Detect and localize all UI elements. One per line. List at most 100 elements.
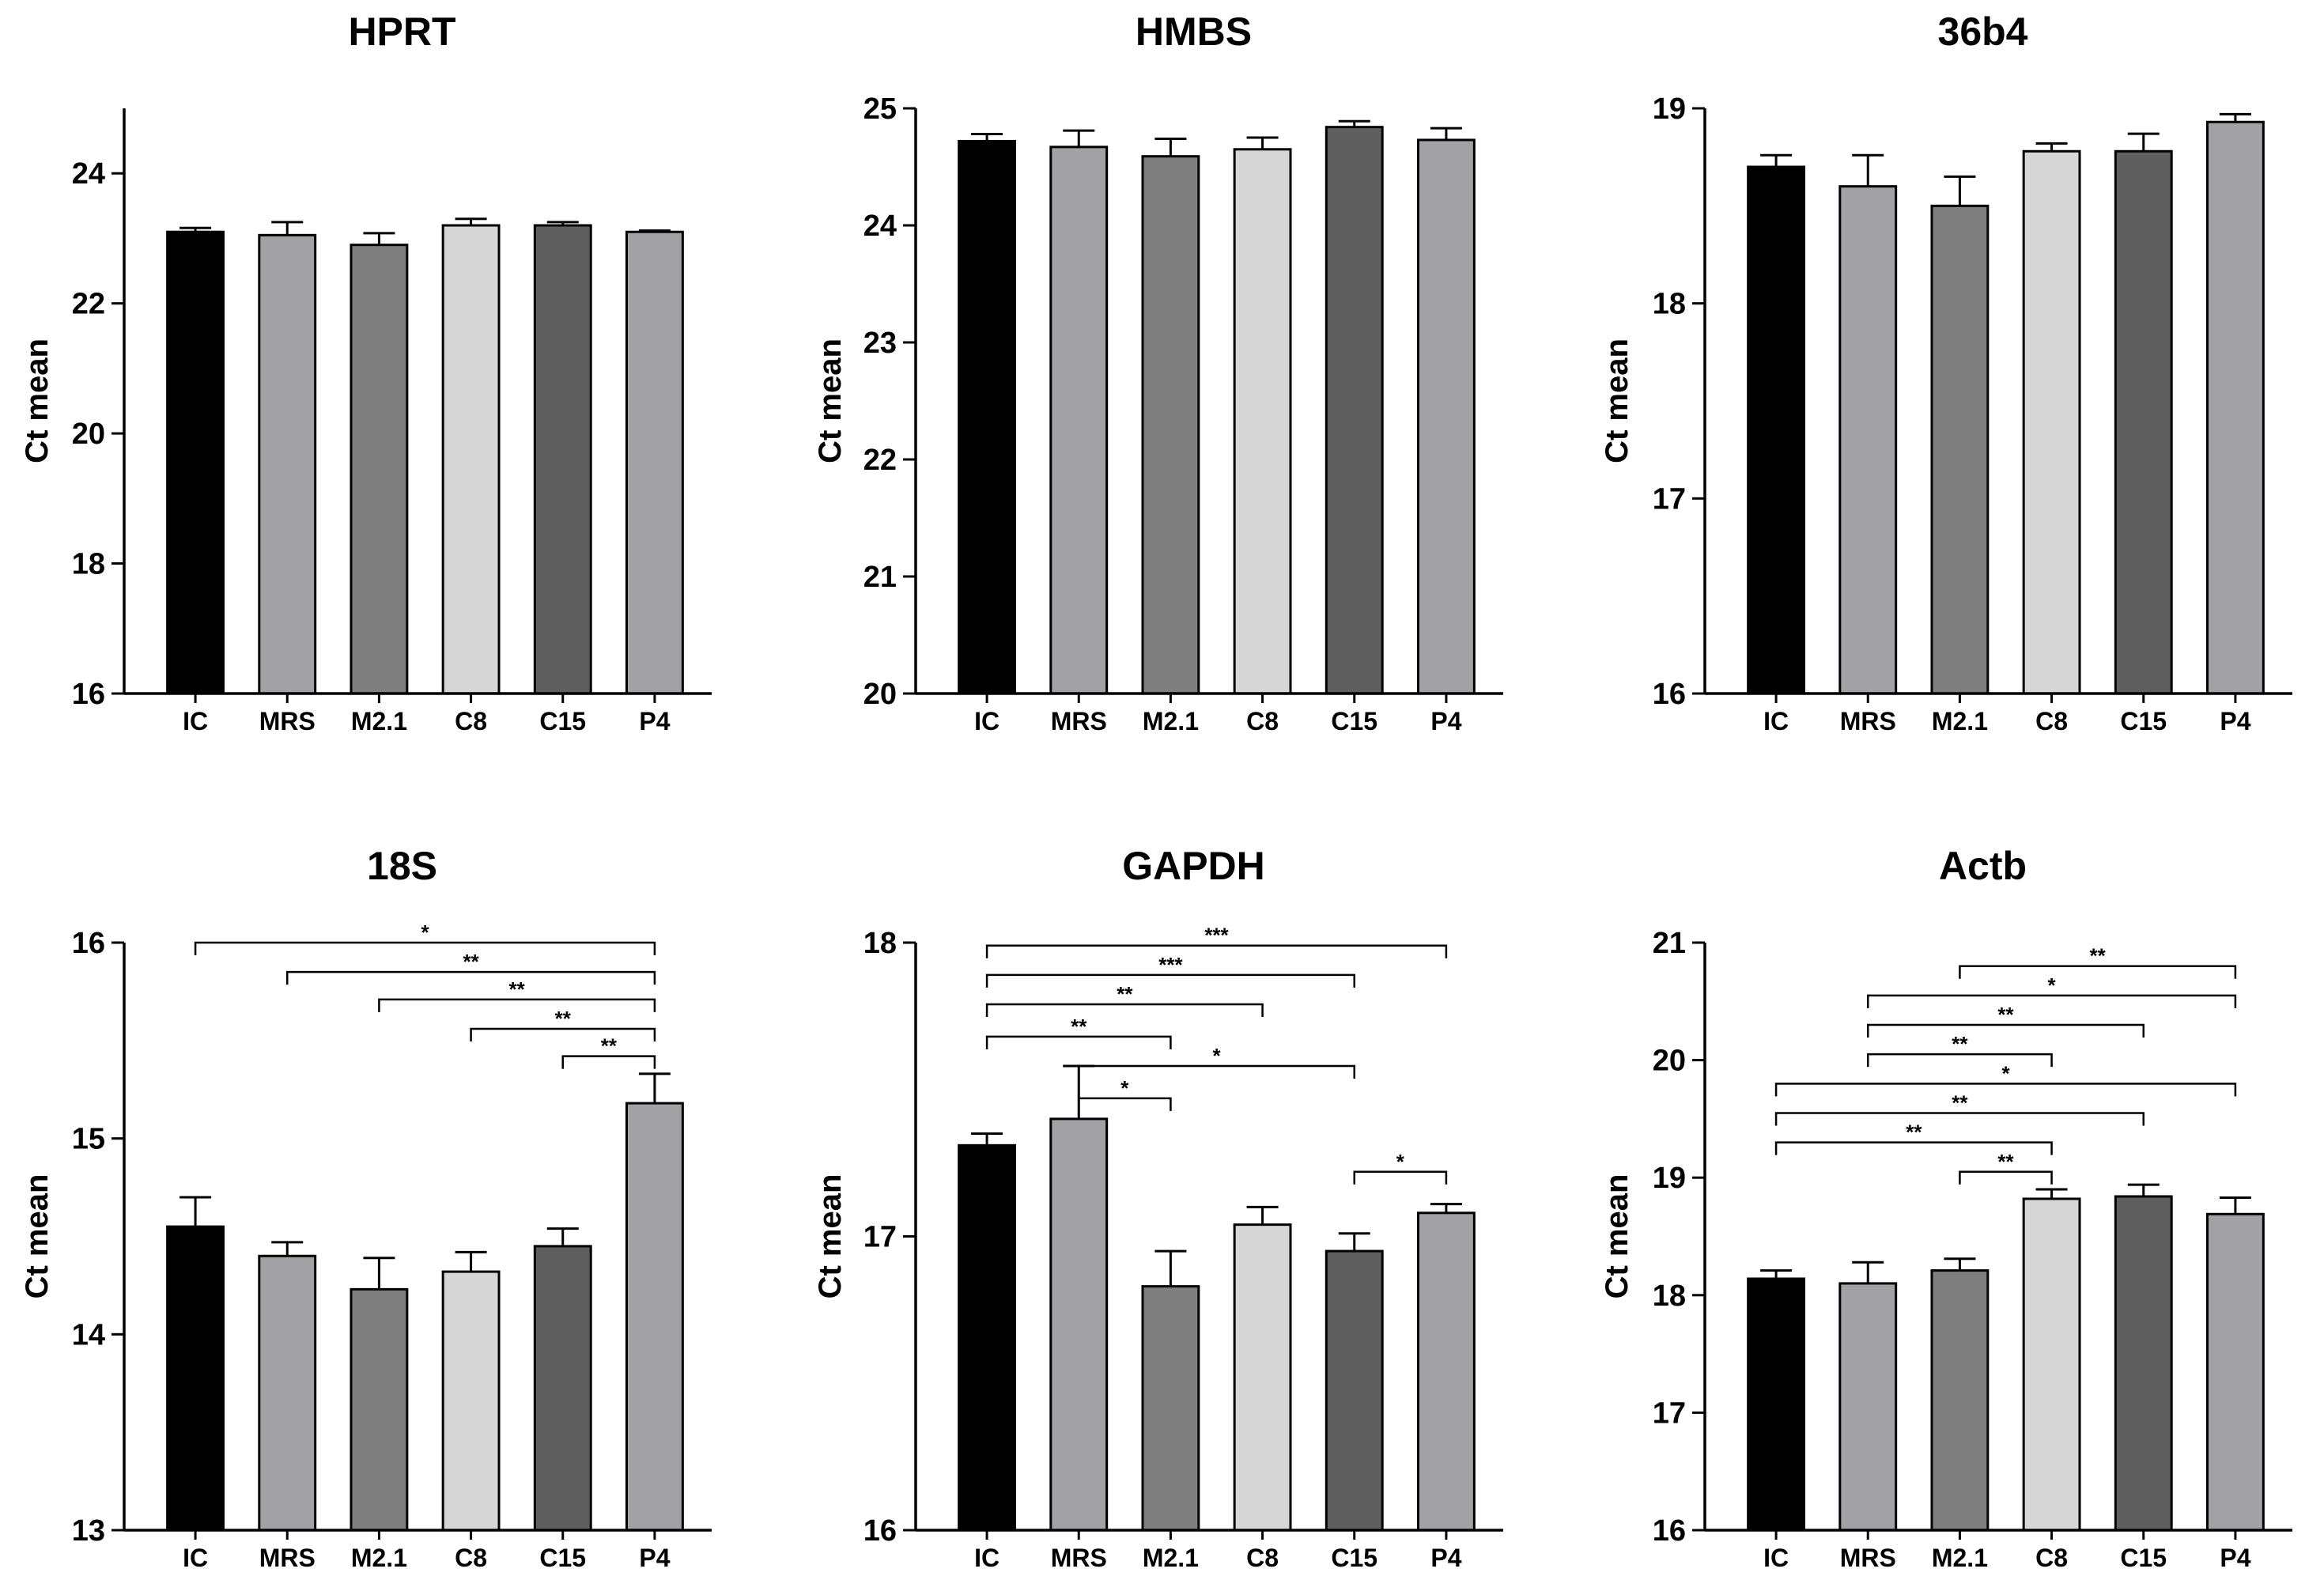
x-tick-label: C8 (2035, 1544, 2068, 1572)
chart-panel-actb: Actb Ct mean 16 17 18 19 20 21 IC MRS M2.1 C8 C15 P4 *… (1600, 844, 2292, 1572)
significance-label: ** (463, 950, 479, 973)
y-tick-label: 17 (1653, 482, 1686, 516)
bar-c8 (2022, 149, 2081, 695)
significance-label: ** (1952, 1032, 1968, 1056)
significance-bracket (286, 970, 656, 985)
chart-title: GAPDH (1122, 844, 1265, 888)
y-tick-label: 16 (1653, 1514, 1686, 1548)
x-tick-label: M2.1 (1143, 1544, 1199, 1572)
x-tick-label: C15 (2120, 707, 2167, 735)
y-tick-label: 22 (863, 444, 897, 477)
bar-ic (1747, 165, 1806, 695)
y-tick-label: 17 (1653, 1397, 1686, 1430)
significance-label: *** (1158, 953, 1183, 977)
x-tick-label: MRS (1051, 1544, 1107, 1572)
y-tick-label: 16 (72, 678, 105, 711)
y-tick-label: 22 (72, 288, 105, 321)
x-tick-label: C8 (1246, 1544, 1279, 1572)
chart-title: HMBS (1136, 9, 1252, 54)
y-tick-label: 16 (72, 927, 105, 960)
y-tick-label: 20 (72, 418, 105, 451)
x-tick-label: IC (974, 707, 1000, 735)
bar-p4 (625, 1102, 684, 1532)
x-tick-label: C15 (1331, 707, 1377, 735)
y-tick-label: 21 (863, 561, 897, 594)
bar-c15 (1324, 126, 1384, 695)
x-tick-label: C15 (2120, 1544, 2167, 1572)
x-tick-label: C8 (1246, 707, 1279, 735)
chart-panel-hmbs: HMBS Ct mean 20 21 22 23 24 25 IC MRS M2.1 C8 C15 P4 (813, 9, 1503, 735)
bar-c15 (533, 224, 592, 695)
chart-panel-hprt: HPRT Ct mean 16 18 20 22 24 IC MRS M2.1 C8 C15 P4 (20, 9, 712, 735)
y-tick-label: 20 (863, 678, 897, 711)
x-tick-label: C8 (455, 707, 487, 735)
bar-c8 (1233, 1223, 1292, 1532)
significance-label: * (1120, 1076, 1129, 1100)
y-axis-label: Ct mean (1600, 1174, 1634, 1299)
significance-bracket (194, 941, 656, 955)
chart-title: 18S (367, 844, 437, 888)
y-axis-label: Ct mean (1600, 338, 1634, 463)
x-tick-label: C8 (455, 1544, 487, 1572)
bar-c8 (1233, 148, 1292, 695)
x-tick-label: MRS (259, 1544, 316, 1572)
x-tick-label: MRS (259, 707, 316, 735)
x-tick-label: M2.1 (1932, 707, 1988, 735)
significance-label: ** (509, 977, 526, 1001)
bar-mrs (1049, 1117, 1109, 1532)
y-tick-label: 16 (863, 1514, 897, 1548)
y-tick-label: 24 (72, 157, 105, 191)
x-tick-label: MRS (1051, 707, 1107, 735)
chart-title: HPRT (348, 9, 455, 54)
x-tick-label: M2.1 (351, 1544, 407, 1572)
y-tick-label: 15 (72, 1123, 105, 1156)
bar-mrs (1838, 185, 1898, 695)
bar-c8 (2022, 1197, 2081, 1532)
x-tick-label: MRS (1840, 707, 1896, 735)
significance-bracket (1774, 1083, 2237, 1097)
x-tick-label: P4 (1430, 1544, 1461, 1572)
x-tick-label: P4 (2220, 1544, 2250, 1572)
x-tick-label: C15 (1331, 1544, 1377, 1572)
bar-c15 (533, 1245, 592, 1532)
y-tick-label: 13 (72, 1514, 105, 1548)
x-tick-label: M2.1 (1143, 707, 1199, 735)
significance-label: ** (1906, 1121, 1922, 1144)
y-tick-label: 14 (72, 1318, 105, 1351)
bar-p4 (2205, 1212, 2265, 1532)
significance-bracket (985, 944, 1448, 958)
bar-m21 (350, 1287, 409, 1532)
x-tick-label: IC (974, 1544, 1000, 1572)
significance-label: ** (1997, 1150, 2014, 1174)
significance-label: ** (1071, 1015, 1087, 1038)
significance-bracket (985, 1003, 1264, 1018)
significance-bracket (378, 998, 656, 1012)
bar-ic (1747, 1277, 1806, 1532)
significance-label: * (2048, 973, 2057, 997)
bar-mrs (258, 233, 317, 695)
significance-bracket (1774, 1112, 2145, 1126)
x-tick-label: IC (183, 1544, 208, 1572)
y-tick-label: 20 (1653, 1045, 1686, 1078)
bar-ic (958, 1143, 1017, 1532)
y-tick-label: 18 (1653, 288, 1686, 321)
significance-bracket (1959, 1170, 2053, 1185)
y-tick-label: 19 (1653, 93, 1686, 126)
bar-ic (166, 230, 225, 695)
bar-mrs (1838, 1282, 1898, 1532)
bar-m21 (1141, 1285, 1200, 1532)
bar-mrs (258, 1254, 317, 1532)
x-tick-label: C15 (539, 707, 586, 735)
bar-m21 (350, 244, 409, 695)
y-tick-label: 24 (863, 210, 897, 243)
significance-bracket (1078, 1097, 1172, 1111)
x-tick-label: IC (1763, 1544, 1789, 1572)
bar-m21 (1930, 1269, 1990, 1532)
bar-p4 (1416, 138, 1476, 695)
y-tick-label: 18 (1653, 1279, 1686, 1313)
significance-label: *** (1204, 924, 1229, 947)
x-tick-label: C15 (539, 1544, 586, 1572)
significance-bracket (985, 973, 1355, 988)
